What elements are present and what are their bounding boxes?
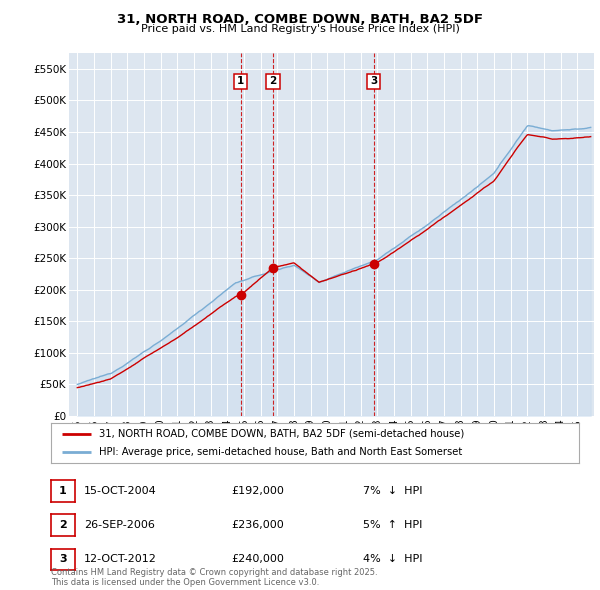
Text: 12-OCT-2012: 12-OCT-2012 <box>84 555 157 564</box>
Text: 1: 1 <box>237 77 244 87</box>
Text: 2: 2 <box>59 520 67 530</box>
Text: 7%  ↓  HPI: 7% ↓ HPI <box>363 486 422 496</box>
Text: 4%  ↓  HPI: 4% ↓ HPI <box>363 555 422 564</box>
Text: 2: 2 <box>269 77 277 87</box>
Text: 1: 1 <box>59 486 67 496</box>
Text: 3: 3 <box>59 555 67 564</box>
Text: £236,000: £236,000 <box>231 520 284 530</box>
Text: Contains HM Land Registry data © Crown copyright and database right 2025.
This d: Contains HM Land Registry data © Crown c… <box>51 568 377 587</box>
Text: HPI: Average price, semi-detached house, Bath and North East Somerset: HPI: Average price, semi-detached house,… <box>98 447 462 457</box>
Text: 26-SEP-2006: 26-SEP-2006 <box>84 520 155 530</box>
Text: 3: 3 <box>370 77 377 87</box>
Text: £192,000: £192,000 <box>231 486 284 496</box>
Text: £240,000: £240,000 <box>231 555 284 564</box>
Text: 31, NORTH ROAD, COMBE DOWN, BATH, BA2 5DF (semi-detached house): 31, NORTH ROAD, COMBE DOWN, BATH, BA2 5D… <box>98 429 464 439</box>
Text: Price paid vs. HM Land Registry's House Price Index (HPI): Price paid vs. HM Land Registry's House … <box>140 24 460 34</box>
Text: 5%  ↑  HPI: 5% ↑ HPI <box>363 520 422 530</box>
Text: 15-OCT-2004: 15-OCT-2004 <box>84 486 157 496</box>
Text: 31, NORTH ROAD, COMBE DOWN, BATH, BA2 5DF: 31, NORTH ROAD, COMBE DOWN, BATH, BA2 5D… <box>117 13 483 26</box>
